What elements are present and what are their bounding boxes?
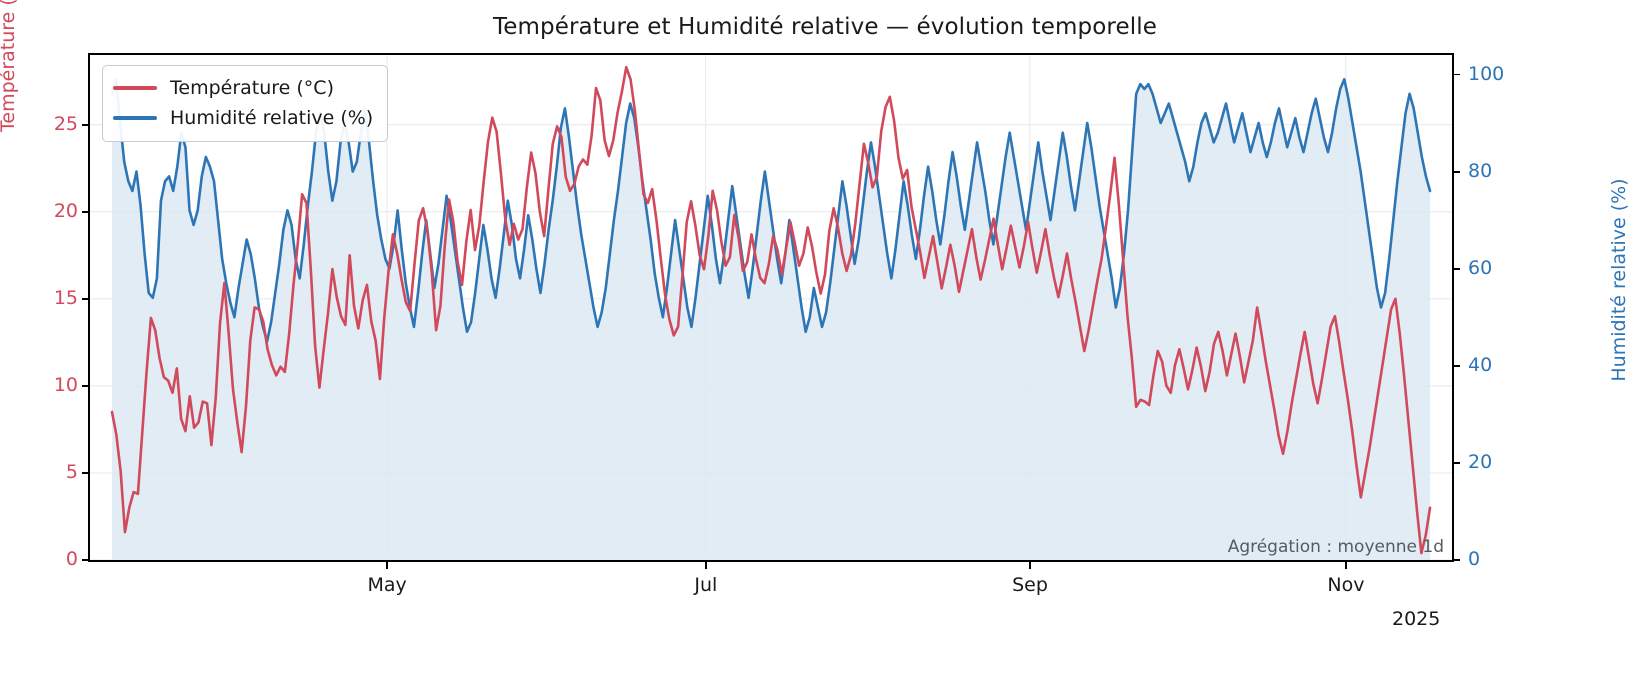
y-tickmark-left-1 (82, 472, 88, 474)
x-tick-1: Jul (694, 574, 718, 596)
y-tick-left-4: 20 (53, 199, 78, 222)
y-tick-left-5: 25 (53, 112, 78, 135)
x-tickmark-0 (386, 562, 388, 569)
y-tick-right-1: 20 (1468, 451, 1493, 474)
y-tickmark-left-5 (82, 124, 88, 126)
y-tick-left-0: 0 (65, 548, 78, 571)
legend-item-temperature[interactable]: Température (°C) (113, 73, 373, 103)
y-tickmark-left-3 (82, 298, 88, 300)
legend-label-temperature: Température (°C) (170, 77, 334, 99)
x-tickmark-3 (1345, 562, 1347, 569)
y-tick-right-4: 80 (1468, 159, 1493, 182)
y-tick-left-1: 5 (65, 461, 78, 484)
x-tick-2: Sep (1012, 574, 1048, 596)
y-tick-right-0: 0 (1468, 548, 1481, 571)
y-tickmark-right-0 (1454, 559, 1460, 561)
y-tickmark-right-1 (1454, 462, 1460, 464)
y-tickmark-left-4 (82, 211, 88, 213)
legend-swatch-temperature (113, 86, 157, 90)
y-axis-left-label: Température (°C) (0, 0, 19, 132)
chart-legend: Température (°C) Humidité relative (%) (102, 65, 389, 142)
legend-item-humidity[interactable]: Humidité relative (%) (113, 103, 373, 133)
y-tickmark-right-3 (1454, 268, 1460, 270)
y-axis-right-label: Humidité relative (%) (1608, 178, 1630, 382)
y-tick-right-5: 100 (1468, 62, 1505, 85)
x-tickmark-1 (705, 562, 707, 569)
x-tick-0: May (367, 574, 407, 596)
x-tick-3: Nov (1327, 574, 1365, 596)
y-tickmark-left-0 (82, 559, 88, 561)
plot-area: Agrégation : moyenne 1d Température (°C)… (88, 53, 1454, 562)
y-tickmark-left-2 (82, 385, 88, 387)
y-tick-right-3: 60 (1468, 256, 1493, 279)
y-tick-left-3: 15 (53, 286, 78, 309)
x-axis-year-label: 2025 (1392, 608, 1441, 630)
chart-title: Température et Humidité relative — évolu… (493, 14, 1157, 40)
y-tickmark-right-2 (1454, 365, 1460, 367)
y-tick-left-2: 10 (53, 374, 78, 397)
legend-swatch-humidity (113, 116, 157, 120)
y-tick-right-2: 40 (1468, 353, 1493, 376)
aggregation-annotation: Agrégation : moyenne 1d (1227, 537, 1444, 557)
y-tickmark-right-5 (1454, 73, 1460, 76)
legend-label-humidity: Humidité relative (%) (170, 107, 374, 129)
x-tickmark-2 (1029, 562, 1031, 569)
y-tickmark-right-4 (1454, 170, 1460, 173)
plot-inner (90, 55, 1452, 560)
series-canvas (90, 55, 1452, 560)
